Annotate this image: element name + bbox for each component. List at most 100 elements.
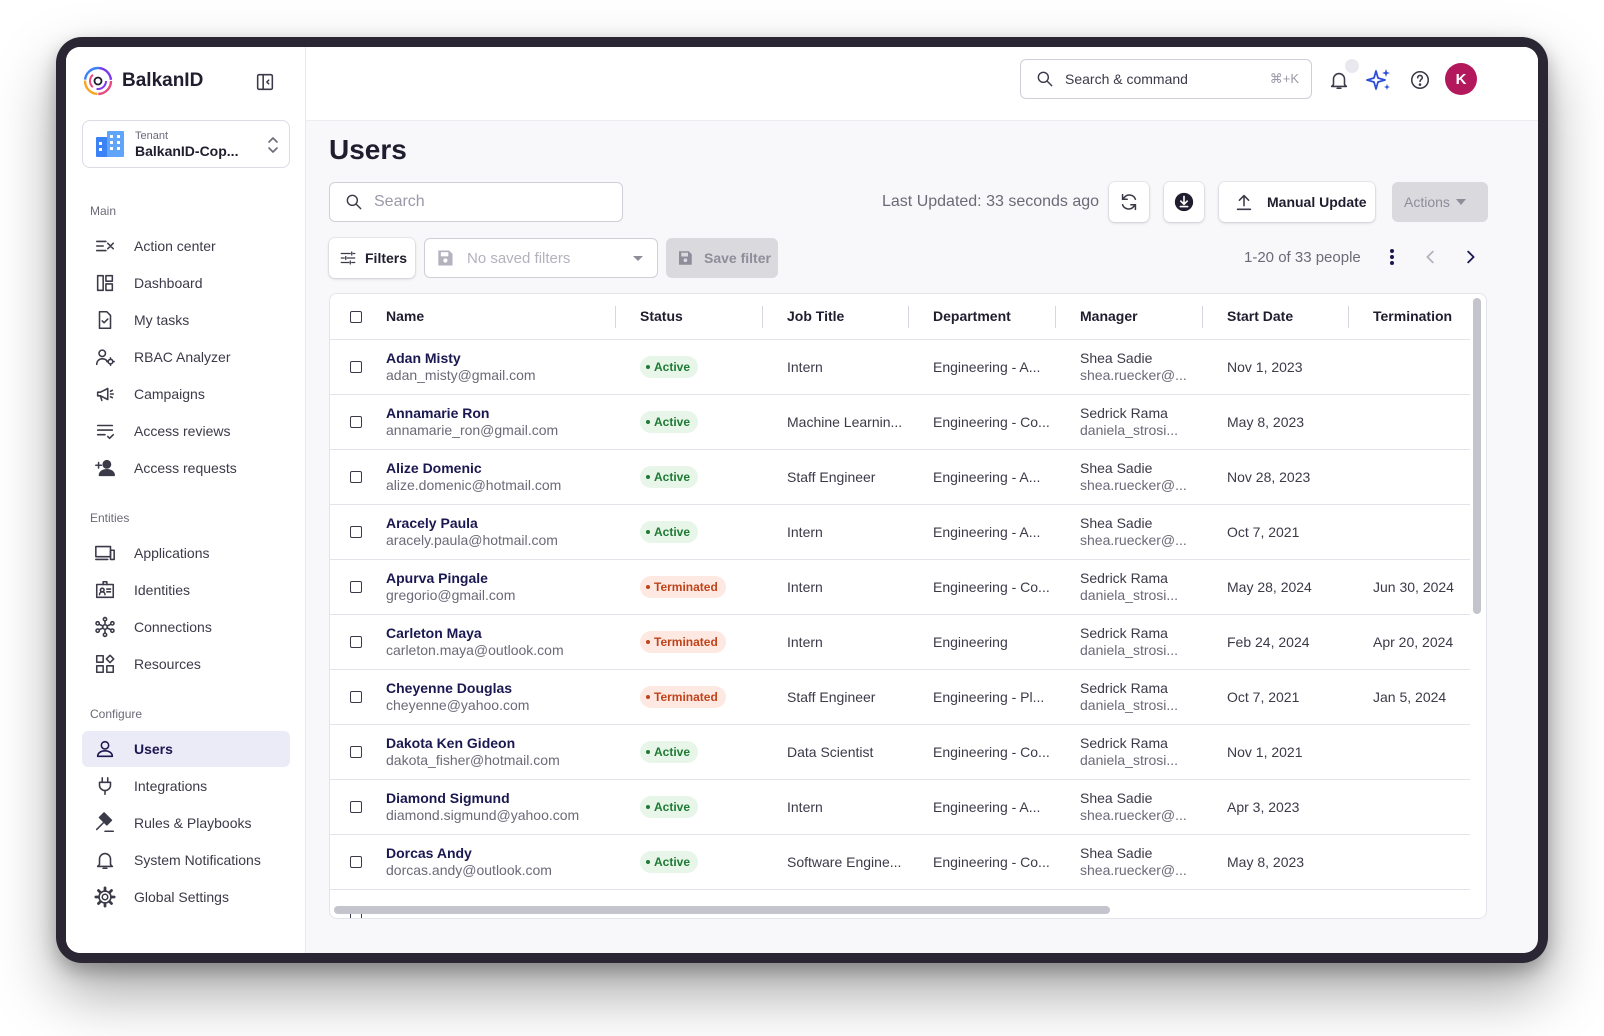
column-header-manager[interactable]: Manager: [1080, 308, 1138, 324]
user-name[interactable]: Cheyenne Douglas: [386, 680, 513, 696]
sidebar-item-rules-playbooks[interactable]: Rules & Playbooks: [82, 805, 290, 841]
sidebar-item-resources[interactable]: Resources: [82, 646, 290, 682]
department-cell: Engineering - Co...: [933, 854, 1050, 870]
vertical-scrollbar[interactable]: [1473, 298, 1481, 614]
manager-name: Sedrick Rama: [1080, 625, 1168, 641]
command-search[interactable]: Search & command ⌘+K: [1020, 59, 1312, 99]
sidebar-item-connections[interactable]: Connections: [82, 609, 290, 645]
sidebar-item-dashboard[interactable]: Dashboard: [82, 265, 290, 301]
user-email: alize.domenic@hotmail.com: [386, 477, 562, 493]
row-checkbox[interactable]: [350, 416, 362, 428]
save-icon: [679, 251, 692, 265]
manual-update-label: Manual Update: [1267, 194, 1367, 210]
ai-assistant-button[interactable]: [1366, 67, 1392, 93]
horizontal-scrollbar[interactable]: [334, 906, 1110, 914]
user-name[interactable]: Dorcas Andy: [386, 845, 472, 861]
user-name[interactable]: Adan Misty: [386, 350, 461, 366]
manager-email: shea.ruecker@...: [1080, 367, 1187, 383]
status-badge: Active: [640, 851, 699, 873]
table-row[interactable]: Apurva Pingale gregorio@gmail.com Terminat…: [330, 560, 1470, 615]
devices-icon: [95, 545, 115, 561]
manager-email: daniela_strosi...: [1080, 642, 1179, 658]
sidebar-item-identities[interactable]: Identities: [82, 572, 290, 608]
sidebar-item-access-requests[interactable]: Access requests: [82, 450, 290, 486]
sidebar-item-rbac-analyzer[interactable]: RBAC Analyzer: [82, 339, 290, 375]
refresh-button[interactable]: [1109, 182, 1149, 222]
sidebar-item-access-reviews[interactable]: Access reviews: [82, 413, 290, 449]
user-name[interactable]: Apurva Pingale: [386, 570, 488, 586]
user-email: adan_misty@gmail.com: [386, 367, 536, 383]
select-all-checkbox[interactable]: [350, 311, 362, 323]
table-row[interactable]: [330, 890, 1470, 918]
manager-cell: Sedrick Rama daniela_strosi...: [1080, 680, 1178, 714]
table-row[interactable]: Aracely Paula aracely.paula@hotmail.com Ac…: [330, 505, 1470, 560]
notifications-button[interactable]: [1326, 67, 1352, 93]
sidebar-item-my-tasks[interactable]: My tasks: [82, 302, 290, 338]
row-checkbox[interactable]: [350, 581, 362, 593]
user-search[interactable]: [329, 182, 623, 222]
user-name[interactable]: Aracely Paula: [386, 515, 478, 531]
table-row[interactable]: Alize Domenic alize.domenic@hotmail.com Ac…: [330, 450, 1470, 505]
row-checkbox[interactable]: [350, 856, 362, 868]
sidebar-item-applications[interactable]: Applications: [82, 535, 290, 571]
column-header-termination[interactable]: Termination: [1373, 308, 1453, 324]
sidebar-item-global-settings[interactable]: Global Settings: [82, 879, 290, 915]
user-name[interactable]: Dakota Ken Gideon: [386, 735, 516, 751]
user-name[interactable]: Diamond Sigmund: [386, 790, 510, 806]
collapse-sidebar-icon[interactable]: [254, 71, 276, 93]
actions-button[interactable]: Actions: [1392, 182, 1488, 222]
user-name[interactable]: Alize Domenic: [386, 460, 482, 476]
row-checkbox[interactable]: [350, 746, 362, 758]
search-input[interactable]: [374, 193, 594, 211]
user-name-cell: Diamond Sigmund diamond.sigmund@yahoo.com: [386, 790, 579, 824]
manual-update-button[interactable]: Manual Update: [1219, 182, 1375, 222]
last-updated-text: Last Updated: 33 seconds ago: [882, 193, 1100, 210]
more-options-icon[interactable]: [1386, 247, 1398, 267]
download-button[interactable]: [1164, 182, 1204, 222]
sidebar-item-system-notifications[interactable]: System Notifications: [82, 842, 290, 878]
row-checkbox[interactable]: [350, 361, 362, 373]
manager-cell: Sedrick Rama daniela_strosi...: [1080, 405, 1178, 439]
manager-name: Shea Sadie: [1080, 790, 1153, 806]
table-row[interactable]: Dorcas Andy dorcas.andy@outlook.com Active…: [330, 835, 1470, 890]
filter-sliders-icon: [340, 251, 356, 265]
tenant-selector[interactable]: Tenant BalkanID-Cop...: [82, 120, 290, 168]
avatar[interactable]: K: [1445, 63, 1477, 95]
table-row[interactable]: Cheyenne Douglas cheyenne@yahoo.com Termin…: [330, 670, 1470, 725]
row-checkbox[interactable]: [350, 636, 362, 648]
saved-filters-select[interactable]: No saved filters: [424, 238, 658, 278]
column-header-department[interactable]: Department: [933, 308, 1011, 324]
sidebar-item-integrations[interactable]: Integrations: [82, 768, 290, 804]
job-title-cell: Machine Learnin...: [787, 414, 903, 430]
column-header-start-date[interactable]: Start Date: [1227, 308, 1294, 324]
sidebar-item-users[interactable]: Users: [82, 731, 290, 767]
table-row[interactable]: Adan Misty adan_misty@gmail.com Active Inte…: [330, 340, 1470, 395]
sidebar-item-action-center[interactable]: Action center: [82, 228, 290, 264]
prev-page-button[interactable]: [1421, 247, 1441, 267]
sidebar-item-campaigns[interactable]: Campaigns: [82, 376, 290, 412]
column-header-status[interactable]: Status: [640, 308, 683, 324]
brand[interactable]: BalkanID: [82, 65, 203, 97]
help-button[interactable]: [1407, 67, 1433, 93]
row-checkbox[interactable]: [350, 526, 362, 538]
user-name[interactable]: Carleton Maya: [386, 625, 482, 641]
table-row[interactable]: Annamarie Ron annamarie_ron@gmail.com Acti…: [330, 395, 1470, 450]
status-text: Active: [654, 855, 691, 869]
row-checkbox[interactable]: [350, 801, 362, 813]
table-row[interactable]: Dakota Ken Gideon dakota_fisher@hotmail.c…: [330, 725, 1470, 780]
start-date-cell: Nov 1, 2021: [1227, 744, 1303, 760]
next-page-button[interactable]: [1460, 247, 1480, 267]
nav-section-main: Main: [90, 204, 117, 218]
row-checkbox[interactable]: [350, 471, 362, 483]
user-name-cell: Dorcas Andy dorcas.andy@outlook.com: [386, 845, 552, 879]
department-cell: Engineering - A...: [933, 524, 1041, 540]
hub-icon: [95, 616, 115, 638]
table-row[interactable]: Carleton Maya carleton.maya@outlook.com Te…: [330, 615, 1470, 670]
table-row[interactable]: Diamond Sigmund diamond.sigmund@yahoo.com…: [330, 780, 1470, 835]
column-header-name[interactable]: Name: [386, 308, 425, 324]
column-header-job-title[interactable]: Job Title: [787, 308, 845, 324]
user-name[interactable]: Annamarie Ron: [386, 405, 490, 421]
filters-button[interactable]: Filters: [329, 238, 415, 278]
row-checkbox[interactable]: [350, 691, 362, 703]
save-filter-button[interactable]: Save filter: [666, 238, 778, 278]
